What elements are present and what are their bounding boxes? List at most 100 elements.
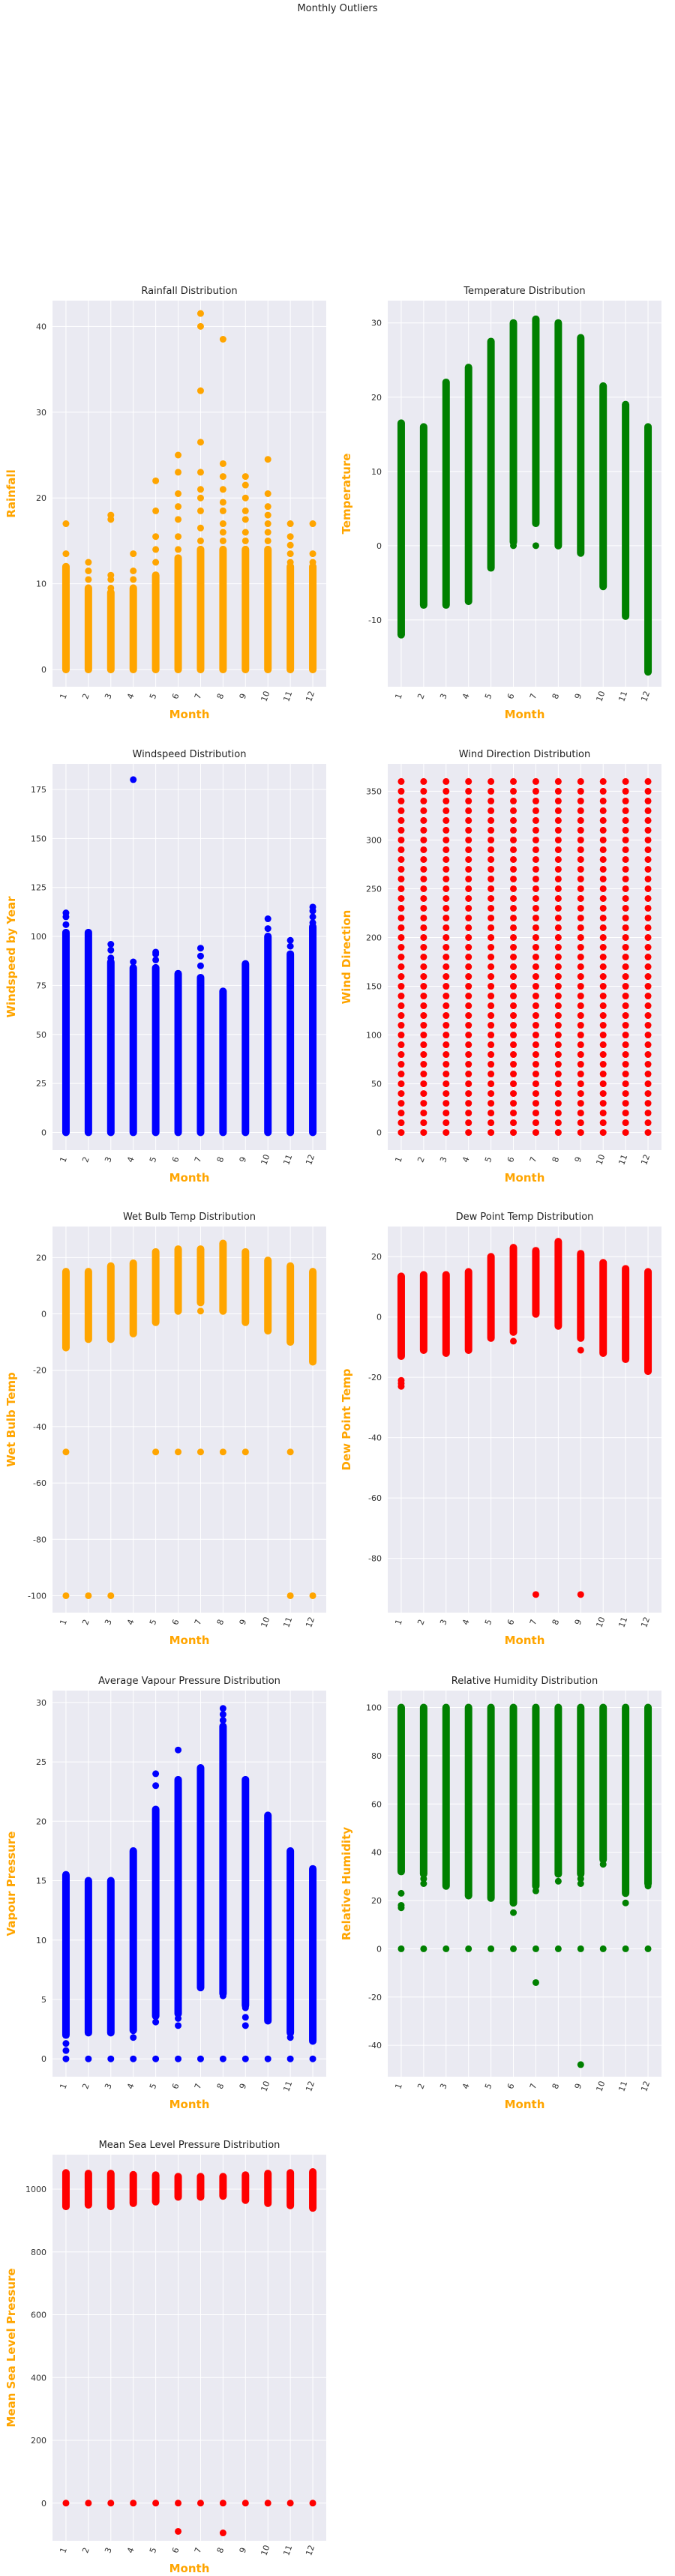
y-tick-label: 600: [31, 2311, 46, 2320]
data-point: [442, 973, 450, 981]
y-tick-label: -10: [368, 616, 382, 625]
plot-area: [388, 1691, 662, 2077]
data-point: [442, 983, 450, 990]
figure-title: Monthly Outliers: [297, 3, 378, 14]
data-point: [398, 1119, 405, 1127]
data-point: [510, 1080, 518, 1088]
y-tick-label: 40: [371, 1848, 382, 1858]
data-point: [554, 1877, 562, 1885]
y-axis-label: Temperature: [340, 454, 353, 535]
data-point: [488, 943, 495, 951]
data-point: [510, 943, 518, 951]
data-point: [442, 1061, 450, 1068]
data-point: [554, 1002, 562, 1010]
data-point: [398, 924, 405, 931]
data-point: [622, 1071, 629, 1078]
data-point: [554, 983, 562, 990]
data-point: [420, 1002, 428, 1010]
x-tick-label: 6: [170, 1618, 182, 1626]
data-point: [532, 1022, 539, 1029]
data-point: [130, 776, 137, 783]
data-point: [219, 1448, 226, 1456]
data-point: [465, 1945, 472, 1952]
data-point: [577, 1090, 584, 1098]
data-point: [398, 1090, 405, 1098]
data-point: [442, 1032, 450, 1039]
data-point: [465, 1051, 472, 1059]
data-point: [398, 865, 405, 873]
x-tick-label: 7: [193, 2082, 204, 2090]
data-point: [510, 1032, 518, 1039]
data-point: [286, 533, 294, 541]
data-point: [85, 576, 92, 583]
data-point: [420, 1090, 428, 1098]
data-point: [532, 885, 539, 892]
x-tick-label: 1: [393, 2082, 404, 2090]
data-point: [532, 1041, 539, 1049]
data-point: [510, 807, 518, 814]
data-point: [622, 924, 629, 931]
y-tick-label: -80: [368, 1554, 382, 1564]
data-point: [398, 1071, 405, 1078]
data-point: [488, 1090, 495, 1098]
data-point: [130, 576, 137, 583]
data-point: [465, 826, 472, 834]
data-point: [554, 1041, 562, 1049]
data-point: [488, 993, 495, 1000]
data-point: [488, 1945, 495, 1952]
data-point: [488, 807, 495, 814]
data-point: [599, 1051, 607, 1059]
data-point: [554, 1110, 562, 1117]
data-point: [488, 1119, 495, 1127]
data-point: [599, 973, 607, 981]
data-point: [152, 1782, 160, 1790]
data-point: [554, 943, 562, 951]
data-point: [622, 1945, 629, 1952]
x-tick-label: 7: [528, 1155, 539, 1164]
data-point: [532, 1119, 539, 1127]
data-point: [196, 494, 204, 502]
x-tick-label: 3: [103, 2082, 114, 2090]
data-point: [398, 1002, 405, 1010]
data-point: [264, 925, 272, 933]
data-point: [442, 855, 450, 863]
plot-area: [52, 764, 326, 1150]
data-point: [264, 520, 272, 528]
data-point: [62, 921, 70, 928]
x-tick-label: 5: [483, 692, 494, 700]
data-point: [644, 1110, 652, 1117]
data-point: [442, 1100, 450, 1107]
data-point: [465, 1002, 472, 1010]
data-point: [442, 924, 450, 931]
data-point: [532, 1591, 539, 1598]
data-point: [488, 1051, 495, 1059]
data-point: [554, 836, 562, 843]
data-point: [532, 1002, 539, 1010]
x-tick-label: 5: [483, 1155, 494, 1164]
x-tick-label: 7: [528, 692, 539, 700]
data-point: [488, 1080, 495, 1088]
data-point: [577, 1051, 584, 1059]
x-tick-label: 7: [193, 2546, 204, 2554]
data-point: [644, 807, 652, 814]
data-point: [219, 1705, 226, 1712]
data-point: [510, 1002, 518, 1010]
data-point: [577, 777, 584, 785]
data-point: [264, 2055, 272, 2062]
x-tick-label: 10: [259, 2080, 272, 2093]
data-point: [242, 494, 249, 502]
data-point: [599, 894, 607, 902]
x-tick-label: 6: [170, 1155, 182, 1164]
data-point: [219, 537, 226, 544]
x-tick-label: 5: [483, 1618, 494, 1626]
data-point: [175, 490, 182, 497]
y-axis-label: Vapour Pressure: [4, 1832, 18, 1936]
data-point: [599, 914, 607, 921]
data-point: [488, 787, 495, 795]
data-point: [219, 460, 226, 467]
data-point: [577, 337, 584, 345]
data-point: [196, 1307, 204, 1315]
data-point: [442, 816, 450, 824]
data-point: [420, 1110, 428, 1117]
data-point: [577, 787, 584, 795]
